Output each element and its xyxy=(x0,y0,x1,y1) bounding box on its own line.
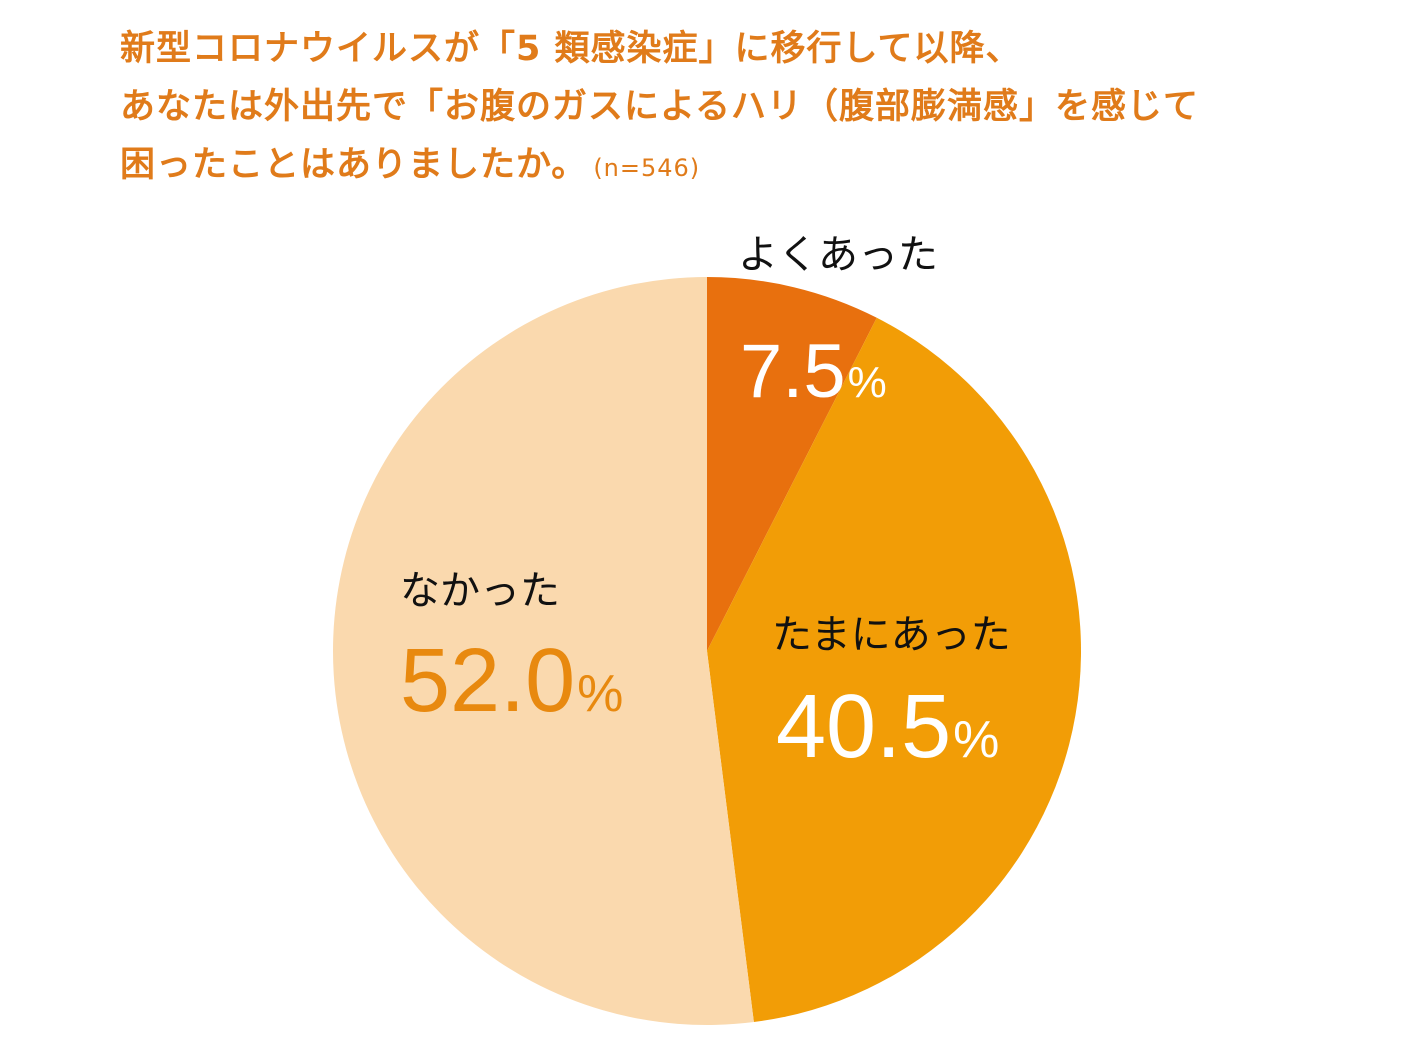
chart-title: 新型コロナウイルスが「5 類感染症」に移行して以降、 あなたは外出先で「お腹のガ… xyxy=(120,20,1380,197)
value-nakatta-unit: % xyxy=(577,665,624,723)
label-tamani-atta: たまにあった xyxy=(772,612,1011,658)
value-nakatta-number: 52.0 xyxy=(400,631,576,731)
value-tamani-atta: 40.5% xyxy=(776,682,999,772)
title-line-3: 困ったことはありましたか。 (n=546) xyxy=(120,136,1380,197)
value-nakatta: 52.0% xyxy=(400,636,623,726)
value-yoku-atta-unit: % xyxy=(847,358,887,407)
value-tamani-atta-number: 40.5 xyxy=(776,677,952,777)
slice-nakatta xyxy=(333,277,754,1025)
sample-size: (n=546) xyxy=(593,154,701,182)
slice-yoku-atta xyxy=(707,277,877,651)
value-tamani-atta-unit: % xyxy=(953,711,1000,769)
title-line-2: あなたは外出先で「お腹のガスによるハリ（腹部膨満感」を感じて xyxy=(120,87,1199,127)
title-line-1: 新型コロナウイルスが「5 類感染症」に移行して以降、 xyxy=(120,29,1022,69)
label-yoku-atta: よくあった xyxy=(738,232,938,278)
value-yoku-atta: 7.5% xyxy=(740,334,887,410)
label-nakatta: なかった xyxy=(400,568,560,614)
title-line-3-text: 困ったことはありましたか。 xyxy=(120,145,588,185)
value-yoku-atta-number: 7.5 xyxy=(740,329,846,414)
slice-tamani-atta xyxy=(707,317,1082,1023)
